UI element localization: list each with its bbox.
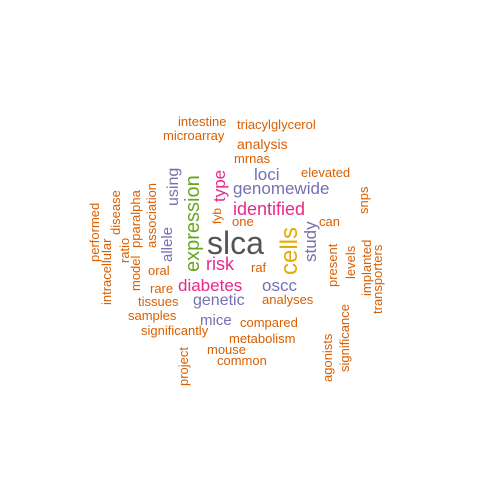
word-mice: mice [200,312,232,329]
word-loci: loci [254,165,280,184]
word-metabolism: metabolism [229,331,295,346]
word-triacylglycerol: triacylglycerol [237,117,316,132]
word-snps: snps [356,186,371,214]
word-one: one [232,214,254,229]
word-disease: disease [108,190,123,235]
word-tissues: tissues [138,294,179,309]
word-pparalpha: pparalpha [128,189,143,248]
word-expression: expression [182,175,204,272]
word-transporters: transporters [370,244,385,314]
word-mrnas: mrnas [234,151,271,166]
word-slca: slca [207,225,264,261]
word-can: can [319,214,340,229]
word-analyses: analyses [262,292,314,307]
word-diabetes: diabetes [178,276,242,295]
word-type: type [210,170,229,202]
word-model: model [128,255,143,291]
word-agonists: agonists [320,333,335,382]
word-raf: raf [251,260,267,275]
word-ratio: ratio [117,238,132,263]
word-association: association [144,183,159,248]
word-common: common [217,353,267,368]
word-intracellular: intracellular [99,238,114,305]
word-risk: risk [206,254,235,274]
word-genetic: genetic [193,292,245,309]
word-compared: compared [240,315,298,330]
word-present: present [325,243,340,287]
word-study: study [301,221,320,262]
word-intestine: intestine [178,114,226,129]
word-analysis: analysis [237,136,288,152]
word-levels: levels [343,245,358,279]
word-allele: allele [159,227,176,262]
word-using: using [165,168,182,206]
word-performed: performed [87,203,102,262]
word-cells: cells [276,227,303,275]
word-samples: samples [128,308,177,323]
word-fyb: fyb [210,208,224,224]
word-rare: rare [150,281,173,296]
word-implanted: implanted [359,240,374,296]
word-significantly: significantly [141,323,209,338]
word-elevated: elevated [301,165,350,180]
word-microarray: microarray [163,128,225,143]
word-identified: identified [233,199,305,219]
word-genomewide: genomewide [233,179,329,198]
word-significance: significance [337,304,352,372]
word-project: project [176,347,191,386]
word-oscc: oscc [262,276,297,295]
word-oral: oral [148,263,170,278]
word-mouse: mouse [207,342,246,357]
